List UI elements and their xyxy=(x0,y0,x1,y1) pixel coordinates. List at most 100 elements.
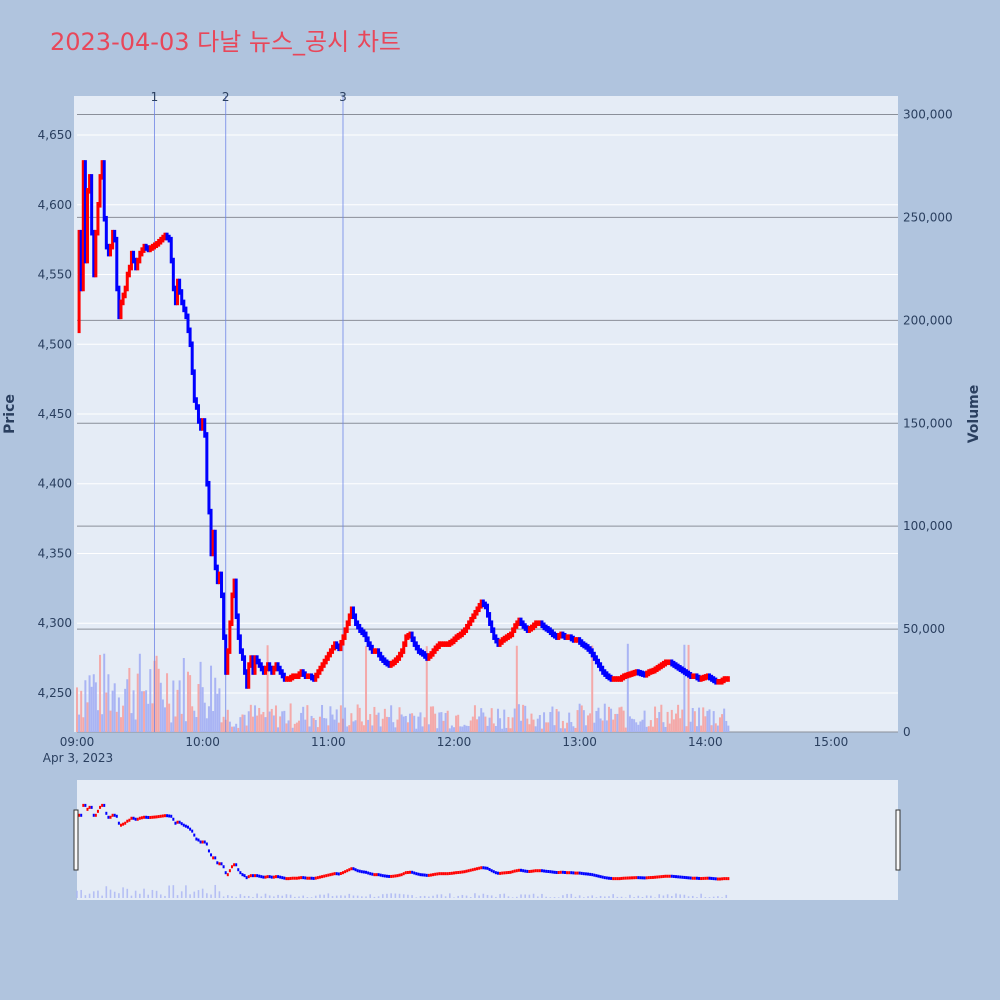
volume-bar xyxy=(199,661,202,732)
candle xyxy=(77,229,81,334)
candle xyxy=(467,620,471,630)
candle xyxy=(427,653,431,661)
candle xyxy=(657,663,661,671)
mini-volume-bar xyxy=(147,894,150,898)
mini-candle xyxy=(352,867,355,871)
volume-bar xyxy=(90,686,93,732)
volume-bar xyxy=(461,726,464,732)
volume-bar xyxy=(551,706,554,732)
volume-bar xyxy=(113,683,116,732)
mini-candle xyxy=(321,875,324,879)
volume-bar xyxy=(599,718,602,732)
candle xyxy=(548,627,552,636)
mini-volume-bar xyxy=(130,895,133,898)
volume-bar xyxy=(222,716,225,732)
mini-volume-bar xyxy=(310,897,313,898)
mini-candle xyxy=(446,872,449,876)
candle xyxy=(129,250,133,271)
candle xyxy=(492,627,496,640)
range-slider-handle-left[interactable] xyxy=(73,809,79,871)
mini-candle xyxy=(367,871,370,875)
mini-volume-bar xyxy=(214,884,217,898)
volume-bar xyxy=(176,689,179,732)
volume-bar xyxy=(654,706,657,732)
volume-bar xyxy=(721,714,724,732)
candle xyxy=(684,669,688,677)
mini-candle xyxy=(172,817,175,821)
candle xyxy=(142,243,146,253)
candle xyxy=(314,672,318,682)
mini-candle xyxy=(486,866,489,870)
candle xyxy=(582,641,586,649)
volume-bar xyxy=(272,715,275,732)
mini-candle xyxy=(520,868,523,872)
mini-candle xyxy=(674,875,677,879)
volume-bar xyxy=(233,726,236,732)
mini-candle xyxy=(354,868,357,872)
mini-candle xyxy=(563,870,566,874)
candle xyxy=(94,229,98,278)
mini-candle xyxy=(360,870,363,874)
mini-candle xyxy=(281,876,284,880)
mini-volume-bar xyxy=(247,895,250,898)
volume-bar xyxy=(492,723,495,732)
mini-volume-bar xyxy=(562,895,564,898)
mini-volume-bar xyxy=(516,896,518,898)
mini-candle xyxy=(117,821,120,825)
time-tick-label: 09:00 xyxy=(60,735,95,749)
mini-candle xyxy=(279,875,282,879)
candle xyxy=(243,655,247,675)
volume-bar xyxy=(540,728,543,732)
candle xyxy=(423,651,427,659)
range-slider-handle-right[interactable] xyxy=(895,809,901,871)
mini-candle xyxy=(239,871,242,875)
candle xyxy=(504,634,508,642)
mini-candle xyxy=(473,867,476,871)
mini-candle xyxy=(528,870,531,873)
volume-bar xyxy=(698,707,701,732)
candle xyxy=(297,671,301,679)
mini-volume-bar xyxy=(599,895,602,898)
volume-bar xyxy=(679,718,682,732)
mini-volume-bar xyxy=(612,894,614,898)
mini-candle xyxy=(432,873,435,877)
volume-bar xyxy=(660,704,663,732)
mini-candle xyxy=(654,875,657,879)
candle xyxy=(358,623,362,633)
candle xyxy=(643,671,647,678)
volume-bar xyxy=(436,728,439,732)
candle xyxy=(230,592,234,626)
volume-bar xyxy=(189,675,192,732)
volume-bar xyxy=(601,720,604,732)
candle xyxy=(571,635,575,643)
candle xyxy=(680,666,684,674)
mini-candle xyxy=(153,815,156,819)
candle xyxy=(379,651,383,661)
candle xyxy=(356,620,360,630)
volume-bar xyxy=(226,709,229,732)
mini-candle xyxy=(610,876,613,880)
candle xyxy=(220,571,224,599)
volume-bar xyxy=(264,717,267,732)
time-tick-label: 14:00 xyxy=(688,735,723,749)
mini-candle xyxy=(101,803,104,807)
volume-bar xyxy=(360,721,363,732)
mini-candle xyxy=(727,877,730,881)
volume-bar xyxy=(241,714,244,732)
candle xyxy=(276,662,280,672)
mini-volume-bar xyxy=(608,896,610,898)
volume-bar xyxy=(434,713,437,732)
mini-volume-bar xyxy=(637,895,640,898)
news-marker-label: 2 xyxy=(222,90,230,104)
candle xyxy=(448,639,452,647)
mini-volume-bar xyxy=(168,885,170,898)
mini-candle xyxy=(398,873,401,877)
candle xyxy=(215,564,219,585)
mini-candle xyxy=(662,874,665,878)
mini-volume-bar xyxy=(201,888,204,898)
volume-bar xyxy=(704,716,707,732)
mini-volume-bar xyxy=(449,893,451,898)
range-slider[interactable] xyxy=(77,780,898,900)
volume-bar xyxy=(471,716,474,732)
candle xyxy=(259,662,263,672)
